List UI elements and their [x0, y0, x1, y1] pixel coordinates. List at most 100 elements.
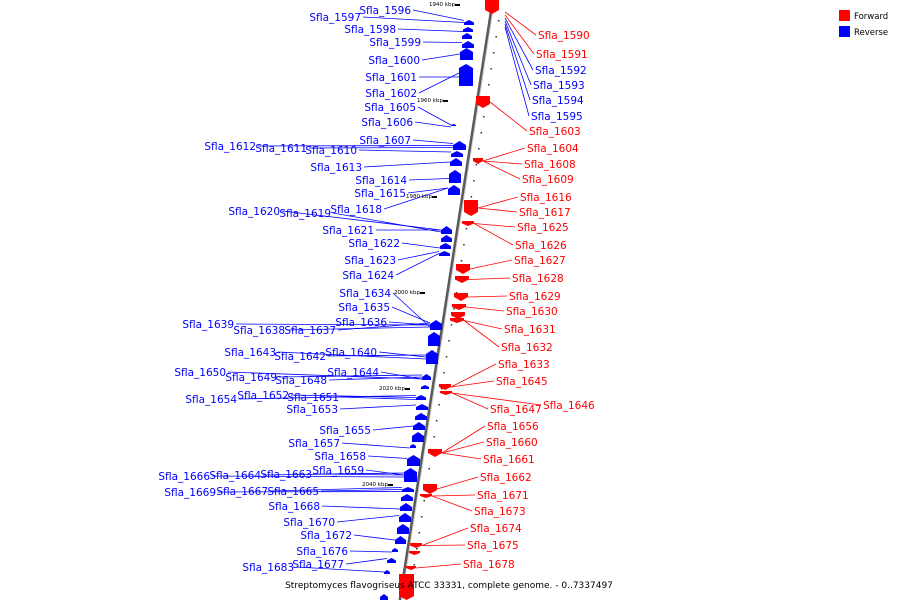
reverse-gene-label: Sfla_1635 — [338, 302, 390, 314]
forward-gene-label: Sfla_1627 — [514, 255, 566, 267]
reverse-gene-label: Sfla_1610 — [305, 145, 357, 157]
forward-gene-label: Sfla_1646 — [543, 400, 595, 412]
reverse-gene-glyph — [439, 251, 450, 256]
forward-gene-leader — [450, 363, 497, 388]
minor-tick — [438, 404, 440, 406]
minor-tick — [413, 564, 416, 566]
forward-gene-leader — [415, 563, 462, 569]
reverse-gene-glyph — [449, 170, 461, 183]
reverse-gene-label: Sfla_1644 — [327, 367, 379, 379]
reverse-gene-leader — [281, 210, 442, 231]
forward-gene-glyph — [409, 551, 420, 555]
forward-gene-glyph — [428, 449, 442, 457]
forward-gene-leader — [421, 527, 469, 546]
forward-gene-leader — [504, 26, 530, 117]
reverse-gene-glyph — [441, 235, 452, 242]
forward-gene-leader — [504, 23, 531, 101]
reverse-gene-leader — [353, 534, 396, 541]
reverse-gene-label: Sfla_1676 — [296, 546, 348, 558]
reverse-gene-leader — [380, 371, 423, 380]
scale-mark-tick — [432, 196, 437, 198]
reverse-gene-glyph — [428, 332, 440, 346]
scale-mark-tick — [455, 4, 460, 6]
scale-mark-label: 2020 kbp — [379, 386, 405, 392]
reverse-gene-label: Sfla_1638 — [233, 325, 285, 337]
minor-tick — [453, 308, 455, 310]
reverse-gene-label: Sfla_1655 — [319, 425, 371, 437]
reverse-gene-label: Sfla_1598 — [344, 24, 396, 36]
reverse-gene-glyph — [384, 570, 390, 574]
reverse-gene-leader — [235, 323, 431, 326]
reverse-gene-leader — [412, 9, 465, 21]
forward-gene-leader — [504, 17, 534, 71]
reverse-gene-leader — [363, 161, 451, 168]
reverse-gene-label: Sfla_1613 — [310, 162, 362, 174]
reverse-gene-glyph — [416, 404, 428, 410]
reverse-gene-leader — [401, 242, 441, 249]
minor-tick — [455, 292, 458, 294]
minor-tick — [435, 420, 438, 422]
reverse-gene-leader — [358, 149, 452, 153]
reverse-gene-label: Sfla_1597 — [309, 12, 361, 24]
reverse-gene-leader — [328, 376, 423, 381]
reverse-gene-label: Sfla_1607 — [359, 135, 411, 147]
reverse-gene-leader — [417, 106, 452, 126]
reverse-gene-label: Sfla_1639 — [182, 319, 234, 331]
reverse-gene-glyph — [416, 395, 426, 400]
minor-tick — [495, 36, 497, 38]
reverse-gene-label: Sfla_1606 — [361, 117, 413, 129]
forward-gene-leader — [477, 207, 518, 213]
forward-gene-label: Sfla_1626 — [515, 240, 567, 252]
reverse-gene-leader — [397, 28, 464, 32]
scale-mark-label: 1940 kbp — [429, 2, 455, 8]
reverse-gene-label: Sfla_1621 — [322, 225, 374, 237]
reverse-gene-label: Sfla_1670 — [283, 517, 335, 529]
reverse-gene-leader — [372, 425, 414, 431]
forward-gene-glyph — [476, 96, 490, 108]
minor-tick — [460, 260, 463, 262]
reverse-gene-label: Sfla_1663 — [260, 469, 312, 481]
reverse-gene-label: Sfla_1683 — [242, 562, 294, 574]
legend-swatch — [839, 26, 850, 37]
minor-tick — [473, 180, 475, 182]
forward-gene-label: Sfla_1647 — [490, 404, 542, 416]
forward-gene-glyph — [399, 574, 414, 600]
reverse-gene-label: Sfla_1605 — [364, 102, 416, 114]
reverse-gene-label: Sfla_1612 — [204, 141, 256, 153]
forward-gene-label: Sfla_1645 — [496, 376, 548, 388]
reverse-gene-label: Sfla_1637 — [284, 325, 336, 337]
reverse-gene-label: Sfla_1601 — [365, 72, 417, 84]
reverse-gene-glyph — [464, 20, 474, 25]
forward-gene-leader — [489, 101, 528, 132]
reverse-gene-label: Sfla_1599 — [369, 37, 421, 49]
forward-gene-leader — [465, 306, 505, 312]
reverse-gene-leader — [238, 395, 417, 400]
reverse-gene-leader — [345, 558, 388, 565]
reverse-gene-glyph — [410, 444, 416, 448]
reverse-gene-leader — [367, 455, 408, 459]
reverse-gene-glyph — [400, 503, 412, 511]
minor-tick — [445, 356, 448, 358]
reverse-gene-leader — [365, 469, 405, 476]
forward-gene-label: Sfla_1625 — [517, 222, 569, 234]
reverse-gene-glyph — [380, 594, 388, 600]
reverse-gene-label: Sfla_1596 — [359, 5, 411, 17]
reverse-gene-leader — [395, 253, 440, 276]
reverse-gene-leader — [313, 473, 405, 476]
genome-caption: Streptomyces flavogriseus ATCC 33331, co… — [285, 581, 613, 591]
minor-tick — [465, 228, 468, 230]
reverse-gene-leader — [421, 53, 461, 61]
reverse-gene-glyph — [407, 455, 420, 466]
forward-gene-glyph — [454, 293, 468, 301]
forward-gene-label: Sfla_1661 — [483, 454, 535, 466]
reverse-gene-leader — [321, 505, 401, 510]
reverse-gene-leader — [290, 394, 417, 398]
minor-tick — [490, 68, 492, 70]
forward-gene-leader — [473, 223, 516, 228]
forward-gene-leader — [469, 259, 513, 270]
reverse-gene-label: Sfla_1623 — [344, 255, 396, 267]
reverse-gene-label: Sfla_1669 — [164, 487, 216, 499]
reverse-gene-glyph — [413, 422, 425, 430]
forward-gene-leader — [441, 441, 485, 454]
